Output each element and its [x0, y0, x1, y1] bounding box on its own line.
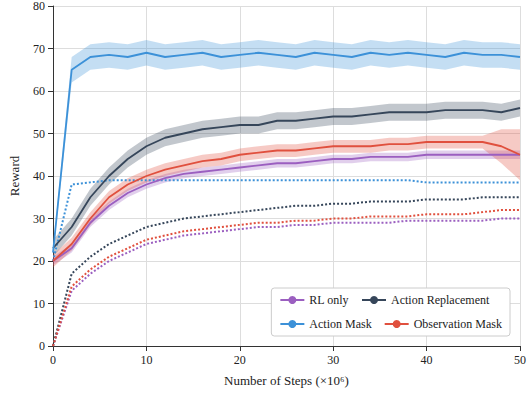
svg-text:70: 70 [33, 42, 45, 56]
svg-text:80: 80 [33, 0, 45, 13]
svg-text:0: 0 [50, 353, 56, 367]
svg-text:RL only: RL only [309, 293, 348, 307]
svg-text:Observation Mask: Observation Mask [414, 317, 502, 331]
svg-text:Number of Steps (×10⁶): Number of Steps (×10⁶) [224, 373, 349, 388]
svg-text:50: 50 [514, 353, 526, 367]
svg-text:60: 60 [33, 84, 45, 98]
svg-text:Action Mask: Action Mask [309, 317, 371, 331]
svg-text:Action Replacement: Action Replacement [391, 293, 490, 307]
svg-text:40: 40 [421, 353, 433, 367]
svg-text:20: 20 [234, 353, 246, 367]
svg-text:10: 10 [33, 297, 45, 311]
svg-text:10: 10 [140, 353, 152, 367]
svg-text:40: 40 [33, 169, 45, 183]
svg-text:30: 30 [327, 353, 339, 367]
svg-text:30: 30 [33, 212, 45, 226]
svg-text:50: 50 [33, 127, 45, 141]
svg-text:20: 20 [33, 254, 45, 268]
svg-text:Reward: Reward [7, 155, 22, 196]
svg-text:0: 0 [39, 339, 45, 353]
